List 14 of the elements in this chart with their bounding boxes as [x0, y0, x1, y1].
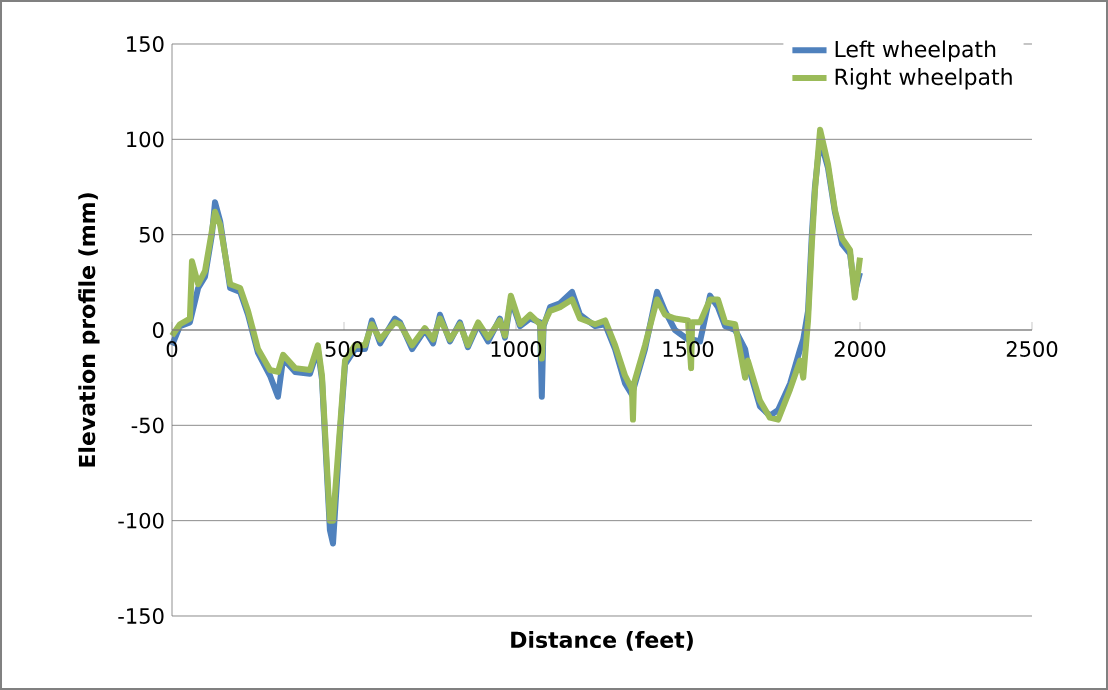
y-tick-label: 0 [152, 322, 164, 338]
y-tick-label: -150 [118, 608, 164, 624]
y-tick-label: -100 [118, 512, 164, 529]
legend-label: Right wheelpath [835, 68, 1012, 90]
legend-label: Left wheelpath [835, 40, 996, 62]
y-tick-label: 50 [139, 226, 164, 243]
x-tick-label: 2000 [834, 341, 886, 357]
x-axis-title: Distance (feet) [511, 631, 693, 651]
x-tick-label: 0 [166, 341, 178, 357]
y-tick-label: -50 [131, 417, 164, 434]
y-axis-title: Elevation profile (mm) [78, 193, 100, 467]
x-tick-label: 2500 [1006, 341, 1058, 357]
y-tick-label: 100 [127, 131, 164, 148]
y-tick-label: 150 [127, 36, 164, 52]
